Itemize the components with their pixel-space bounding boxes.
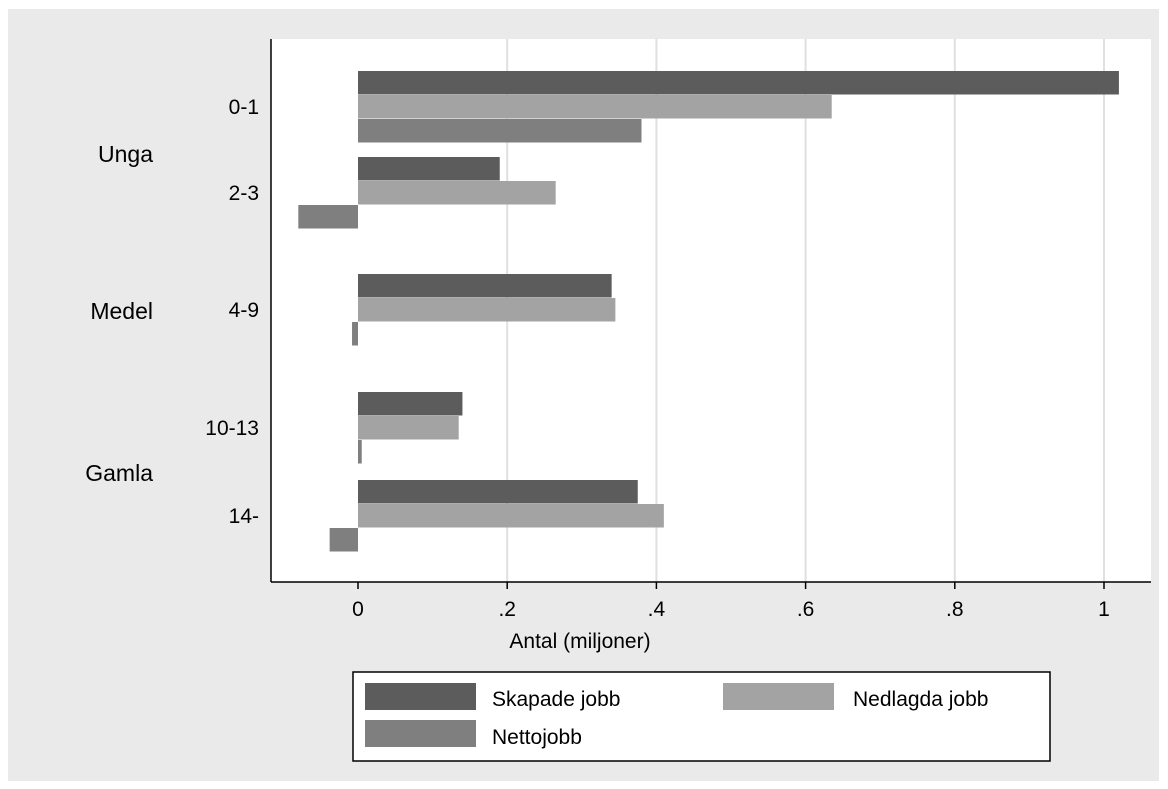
legend-label: Skapade jobb	[492, 688, 620, 711]
legend-swatch	[723, 683, 834, 710]
category-label: 10-13	[205, 417, 259, 440]
legend-label: Nettojobb	[492, 726, 582, 749]
axes	[270, 39, 1151, 583]
bar	[358, 392, 463, 416]
bar	[358, 157, 500, 181]
bar	[329, 528, 358, 552]
bar	[358, 181, 556, 205]
category-label: 14-	[229, 505, 259, 528]
x-tick-label: .6	[797, 598, 815, 621]
group-label: Unga	[98, 141, 153, 167]
group-label: Medel	[90, 298, 153, 324]
bar	[298, 205, 358, 229]
x-ticks: 0 .2 .4 .6 .8 1	[352, 582, 1110, 621]
bar	[358, 440, 362, 464]
category-label: 4-9	[229, 299, 259, 322]
bar	[358, 119, 642, 143]
chart-background: 0 .2 .4 .6 .8 1 0-1 2-3 4-9 10-13 14- Unga Medel Ga…	[8, 9, 1159, 781]
group-label: Gamla	[85, 460, 153, 486]
x-tick-label: .8	[946, 598, 964, 621]
bar	[358, 504, 664, 528]
bar	[352, 322, 358, 346]
group-labels: Unga Medel Gamla	[85, 141, 153, 486]
category-label: 2-3	[229, 182, 259, 205]
x-tick-label: 1	[1098, 598, 1110, 621]
bar	[358, 480, 638, 504]
legend-swatch	[365, 720, 476, 747]
bar-chart: 0 .2 .4 .6 .8 1 0-1 2-3 4-9 10-13 14- Unga Medel Ga…	[85, 39, 1151, 762]
x-axis-title: Antal (miljoner)	[509, 630, 650, 653]
bar	[358, 71, 1119, 95]
category-label: 0-1	[229, 96, 259, 119]
bar	[358, 416, 459, 440]
bar	[358, 274, 612, 298]
legend: Skapade jobb Nedlagda jobb Nettojobb	[352, 671, 1051, 762]
legend-swatch	[365, 683, 476, 710]
bar	[358, 95, 832, 119]
x-tick-label: 0	[352, 598, 364, 621]
bar	[358, 298, 616, 322]
category-labels: 0-1 2-3 4-9 10-13 14-	[205, 96, 259, 528]
x-tick-label: .4	[648, 598, 666, 621]
x-tick-label: .2	[498, 598, 516, 621]
legend-label: Nedlagda jobb	[853, 688, 988, 711]
bars	[298, 71, 1119, 552]
